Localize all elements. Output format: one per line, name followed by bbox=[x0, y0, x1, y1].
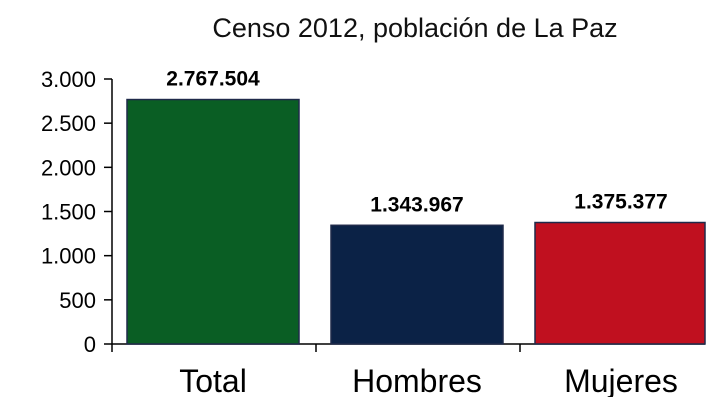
y-axis: 0 500 1.000 1.500 2.000 2.500 3.000 bbox=[41, 67, 113, 357]
bar-mujeres bbox=[534, 221, 706, 345]
chart-title: Censo 2012, población de La Paz bbox=[212, 13, 617, 43]
x-tick-label: Hombres bbox=[352, 363, 482, 397]
x-tick-label: Mujeres bbox=[564, 363, 678, 397]
y-tick-label: 1.500 bbox=[41, 200, 96, 225]
y-tick-label: 2.000 bbox=[41, 155, 96, 180]
y-tick-label: 3.000 bbox=[41, 67, 96, 92]
y-tick-label: 0 bbox=[84, 332, 96, 357]
data-labels: 2.767.504 Total 1.343.967 Hombres 1.375.377 M… bbox=[166, 68, 678, 397]
y-tick-label: 2.500 bbox=[41, 111, 96, 136]
data-label: 1.343.967 bbox=[370, 193, 463, 216]
bar-hombres bbox=[330, 224, 504, 345]
data-label: 1.375.377 bbox=[574, 191, 667, 214]
y-tick-label: 1.000 bbox=[41, 244, 96, 269]
x-axis bbox=[111, 343, 705, 352]
bar-total bbox=[126, 98, 300, 345]
data-label: 2.767.504 bbox=[166, 68, 260, 91]
y-tick-label: 500 bbox=[59, 288, 96, 313]
x-tick-label: Total bbox=[179, 363, 247, 397]
bars bbox=[126, 98, 706, 345]
